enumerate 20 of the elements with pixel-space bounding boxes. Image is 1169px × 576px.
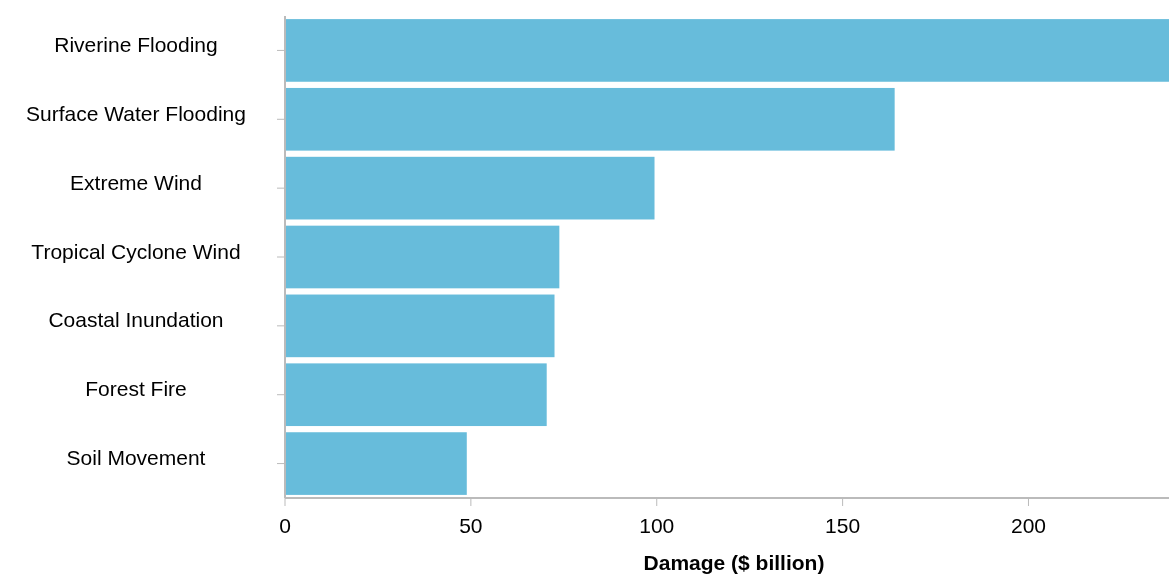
y-tick-label: Soil Movement: [66, 446, 206, 470]
y-tick-label: Forest Fire: [85, 377, 187, 401]
x-tick-label: 100: [639, 514, 675, 537]
x-tick-label: 200: [1010, 514, 1047, 537]
y-tick-label: Riverine Flooding: [54, 32, 218, 56]
bar: [285, 432, 467, 495]
x-axis-title: Damage ($ billion): [643, 551, 825, 574]
y-tick-label: Extreme Wind: [70, 170, 202, 194]
bar: [285, 294, 555, 358]
x-tick-label: 0: [279, 514, 291, 537]
y-tick-label: Surface Water Flooding: [26, 101, 246, 125]
y-tick-label: Coastal Inundation: [48, 308, 224, 332]
bar: [285, 225, 560, 289]
bar: [285, 363, 547, 427]
bar: [285, 156, 655, 220]
bar: [285, 19, 1169, 82]
bar: [285, 87, 895, 151]
x-tick-label: 150: [825, 514, 861, 537]
x-tick-label: 50: [459, 514, 483, 537]
y-tick-label: Tropical Cyclone Wind: [31, 239, 241, 263]
